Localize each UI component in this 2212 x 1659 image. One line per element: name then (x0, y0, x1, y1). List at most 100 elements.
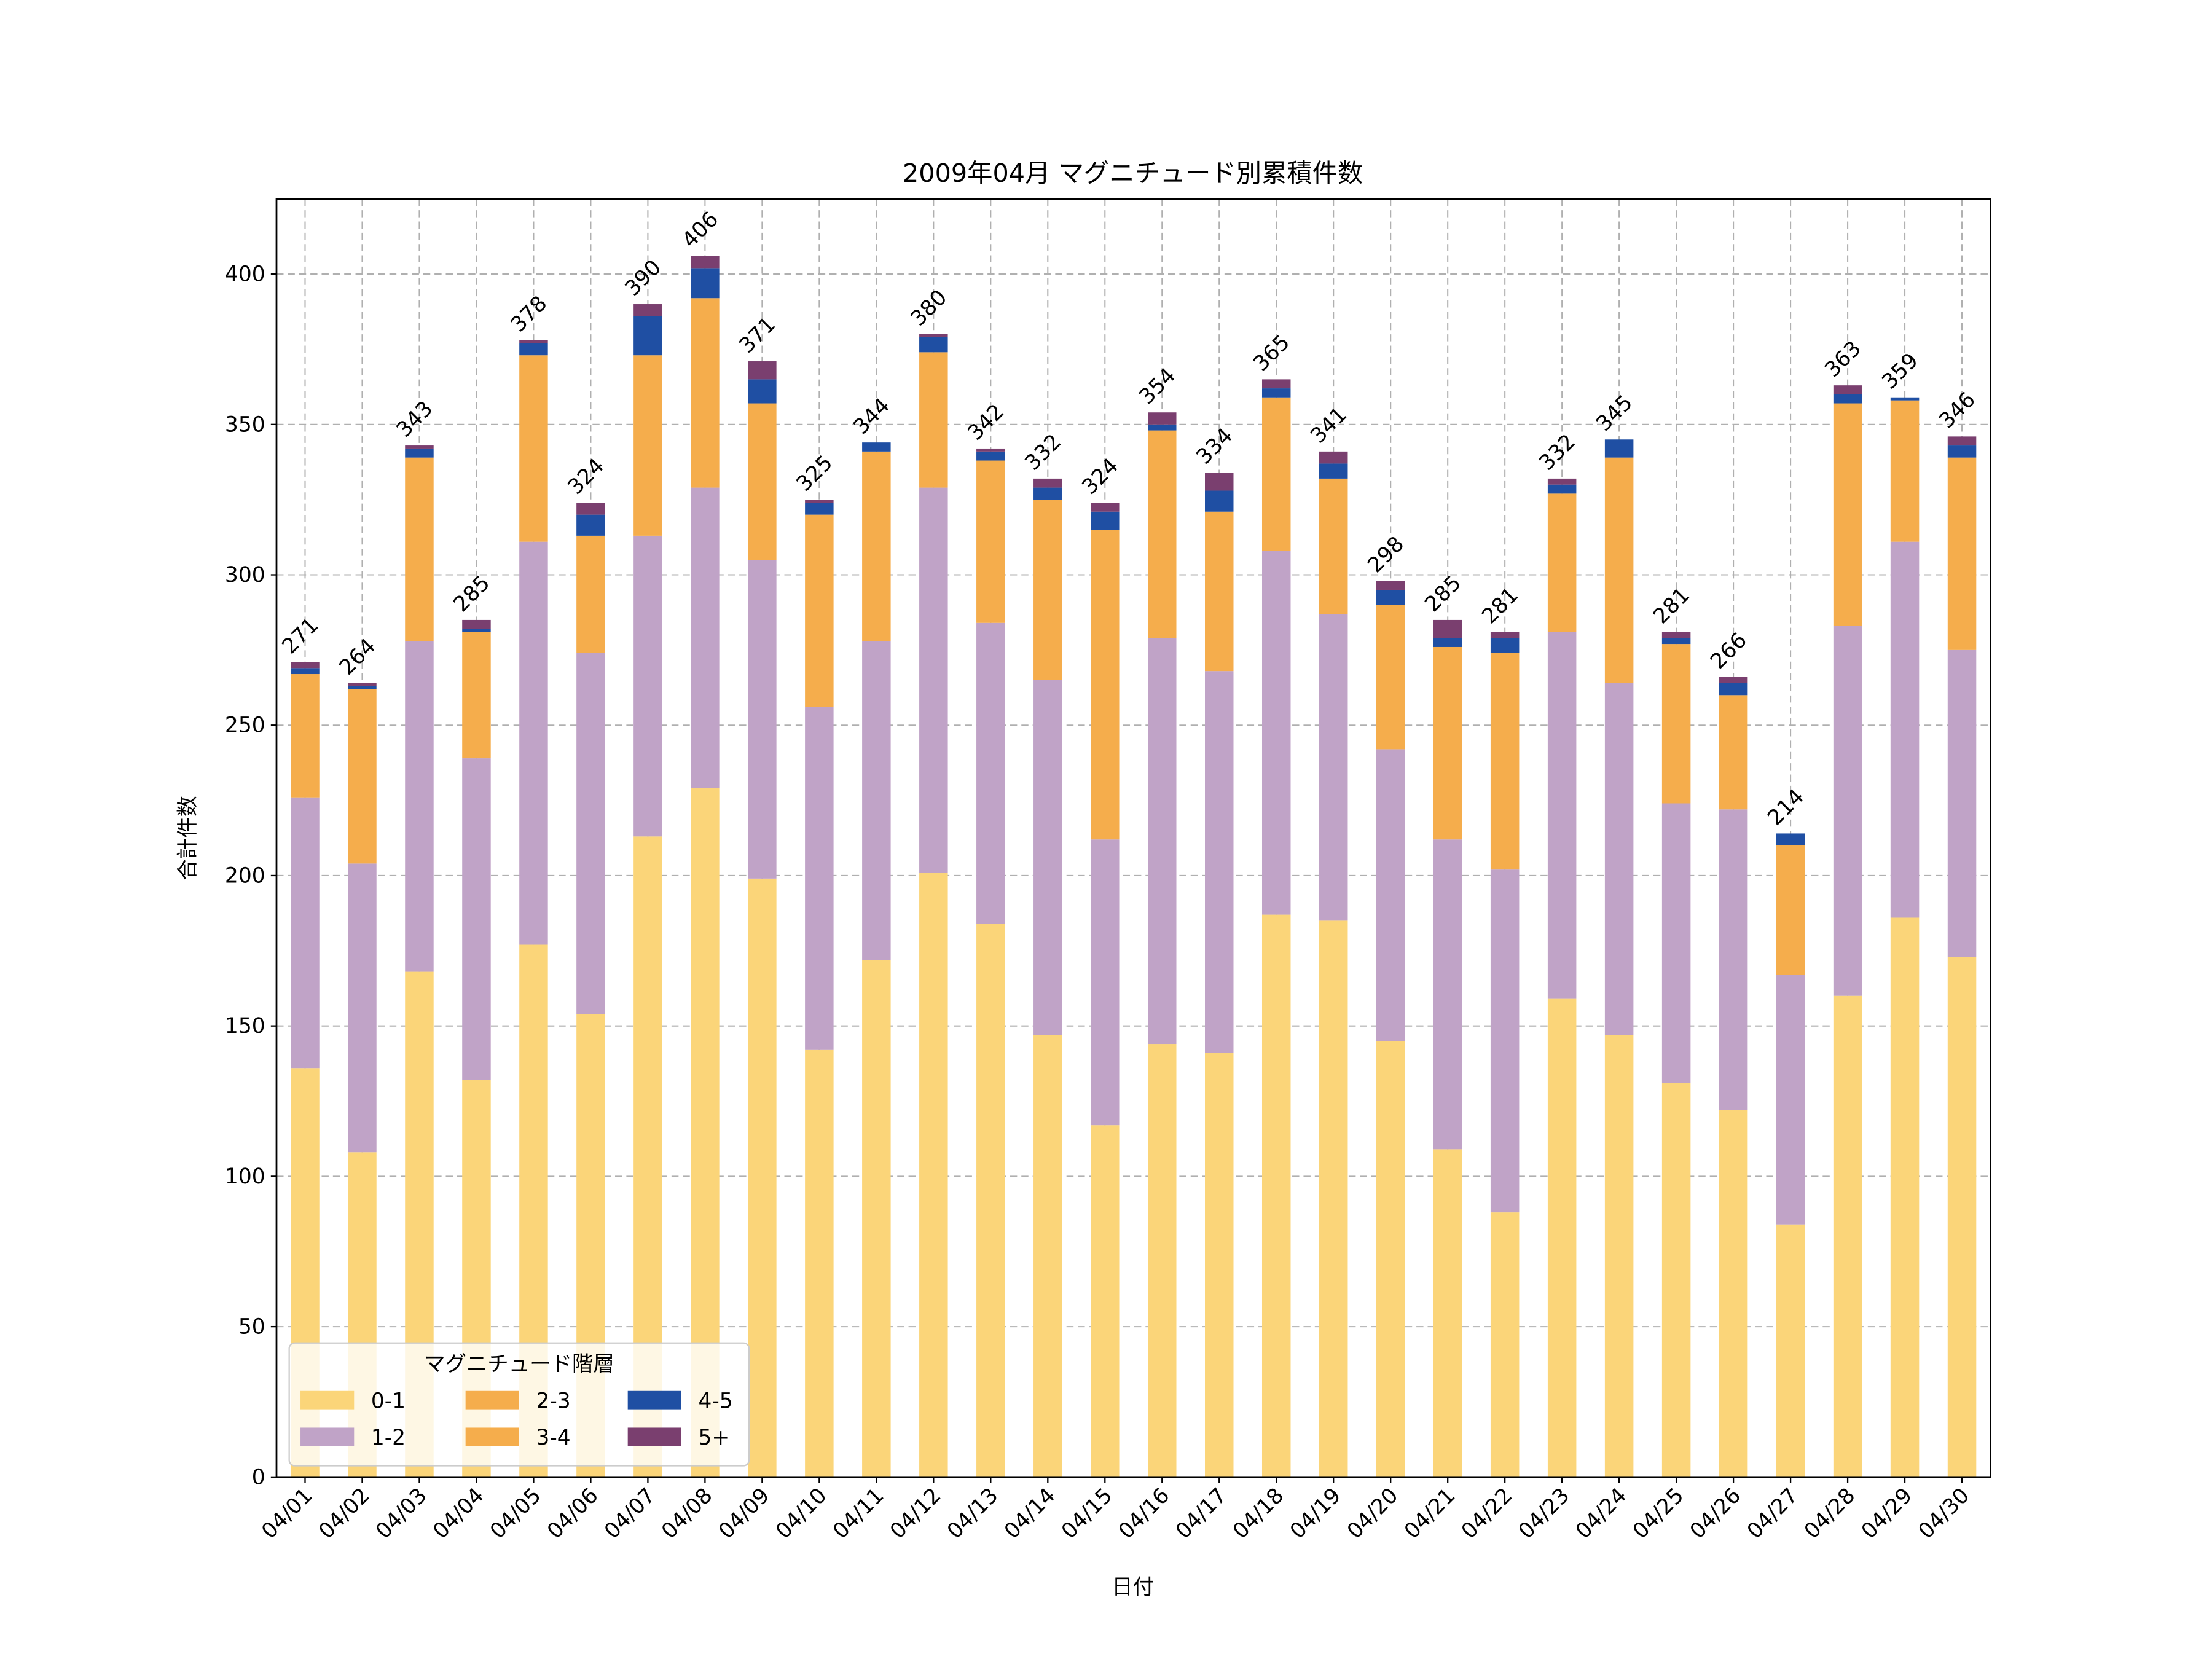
bar-segment-4-5 (519, 343, 548, 356)
legend-label: 2-3 (536, 1389, 570, 1413)
bar-segment-4-5 (1890, 397, 1920, 401)
bar-segment-4-5 (1033, 487, 1062, 500)
x-tick-label: 04/03 (371, 1483, 431, 1543)
bar-segment-2-3 (691, 298, 720, 488)
bar-segment-1-2 (1947, 649, 1977, 957)
legend-swatch-4-5 (627, 1390, 681, 1410)
total-label: 363 (1820, 336, 1866, 382)
y-tick-label: 50 (238, 1315, 265, 1339)
y-ticks: 0 50 100 150 200 250 300 350 400 (225, 262, 277, 1489)
bar-segment-4-5 (1091, 511, 1120, 530)
bar-segment-0-1 (1547, 998, 1577, 1477)
x-tick-label: 04/05 (485, 1483, 546, 1543)
x-tick-label: 04/17 (1171, 1483, 1231, 1543)
bar-segment-2-3 (919, 352, 948, 488)
bar-segment-4-5 (1319, 463, 1348, 479)
bar-segment-2-3 (1091, 530, 1120, 840)
bar-segment-2-3 (1205, 511, 1234, 672)
bar-segment-1-2 (1148, 638, 1177, 1045)
x-tick-label: 04/27 (1743, 1483, 1803, 1543)
bar-segment-0-1 (1890, 917, 1920, 1477)
x-tick-label: 04/24 (1571, 1483, 1631, 1543)
bar-segment-2-3 (748, 403, 777, 560)
bar-segment-1-2 (576, 653, 605, 1014)
x-tick-label: 04/04 (428, 1483, 488, 1543)
bar-segment-0-1 (1205, 1053, 1234, 1477)
total-label: 342 (963, 399, 1009, 445)
bar-segment-4-5 (1261, 388, 1291, 398)
bar-segment-5+ (1376, 581, 1405, 590)
bar-segment-1-2 (1433, 839, 1462, 1150)
plot-frame (275, 198, 1991, 1478)
x-tick-label: 04/08 (657, 1483, 717, 1543)
bar-segment-4-5 (348, 686, 377, 689)
y-tick-label: 250 (225, 713, 265, 738)
bar-segment-0-1 (976, 924, 1005, 1477)
total-label: 344 (849, 393, 895, 439)
bar-segment-4-5 (291, 668, 320, 675)
bar-segment-2-3 (1490, 653, 1520, 870)
bar-segment-1-2 (691, 487, 720, 789)
total-label: 365 (1249, 331, 1295, 377)
bar-segment-5+ (576, 503, 605, 515)
x-tick-label: 04/18 (1228, 1483, 1288, 1543)
bar-segment-4-5 (1547, 484, 1577, 494)
total-label: 214 (1763, 785, 1809, 831)
total-label: 324 (563, 453, 610, 500)
x-tick-label: 04/21 (1400, 1483, 1460, 1543)
total-label: 346 (1934, 388, 1980, 434)
bar-segment-4-5 (1719, 683, 1748, 696)
total-label: 341 (1306, 402, 1352, 449)
bar-segment-2-3 (1376, 605, 1405, 750)
legend-label: 4-5 (698, 1389, 732, 1413)
bar-segment-1-2 (462, 758, 491, 1080)
bar-segment-2-3 (1719, 695, 1748, 810)
x-tick-label: 04/01 (257, 1483, 317, 1543)
total-label: 378 (506, 291, 552, 337)
bar-segment-0-1 (1719, 1110, 1748, 1477)
bar-segment-5+ (1091, 503, 1120, 512)
total-label: 281 (1477, 583, 1523, 629)
bar-segment-2-3 (1547, 493, 1577, 632)
bar-segment-2-3 (1261, 397, 1291, 551)
x-tick-label: 04/06 (543, 1483, 603, 1543)
bar-segment-5+ (1719, 677, 1748, 683)
total-label: 271 (278, 613, 324, 659)
bar-segment-5+ (633, 304, 662, 316)
bar-segment-5+ (348, 683, 377, 686)
x-tick-label: 04/25 (1628, 1483, 1688, 1543)
bar-segment-2-3 (1947, 457, 1977, 650)
bar-segment-4-5 (1833, 394, 1862, 404)
bar-segment-5+ (1947, 436, 1977, 446)
bar-segment-5+ (691, 256, 720, 269)
bar-segment-4-5 (919, 337, 948, 353)
y-tick-label: 400 (225, 262, 265, 287)
bar-segment-2-3 (348, 689, 377, 864)
y-tick-label: 150 (225, 1014, 265, 1038)
x-tick-label: 04/16 (1114, 1483, 1174, 1543)
total-label: 324 (1077, 453, 1123, 500)
bar-segment-4-5 (1205, 490, 1234, 512)
y-tick-label: 300 (225, 563, 265, 587)
bar-segment-5+ (1261, 379, 1291, 389)
x-tick-label: 04/26 (1685, 1483, 1746, 1543)
x-tick-label: 04/15 (1057, 1483, 1117, 1543)
bar-segment-1-2 (1604, 683, 1634, 1035)
bar-segment-1-2 (1547, 632, 1577, 999)
bar-segment-1-2 (1661, 803, 1691, 1083)
bar-segment-4-5 (462, 629, 491, 632)
bar-segment-2-3 (633, 355, 662, 536)
total-label: 406 (678, 207, 724, 253)
legend-title: マグニチュード階層 (424, 1352, 614, 1377)
bar-segment-4-5 (691, 268, 720, 299)
bar-segment-5+ (1033, 478, 1062, 488)
bar-segment-0-1 (1776, 1224, 1805, 1477)
bar-segment-0-1 (1376, 1041, 1405, 1477)
total-label: 390 (621, 255, 667, 301)
legend-swatch-0-1 (300, 1390, 355, 1410)
bar-segment-0-1 (1261, 914, 1291, 1477)
bar-segment-1-2 (976, 622, 1005, 924)
bar-segment-2-3 (1433, 646, 1462, 840)
bar-segment-5+ (405, 445, 434, 449)
bar-segment-0-1 (919, 873, 948, 1477)
